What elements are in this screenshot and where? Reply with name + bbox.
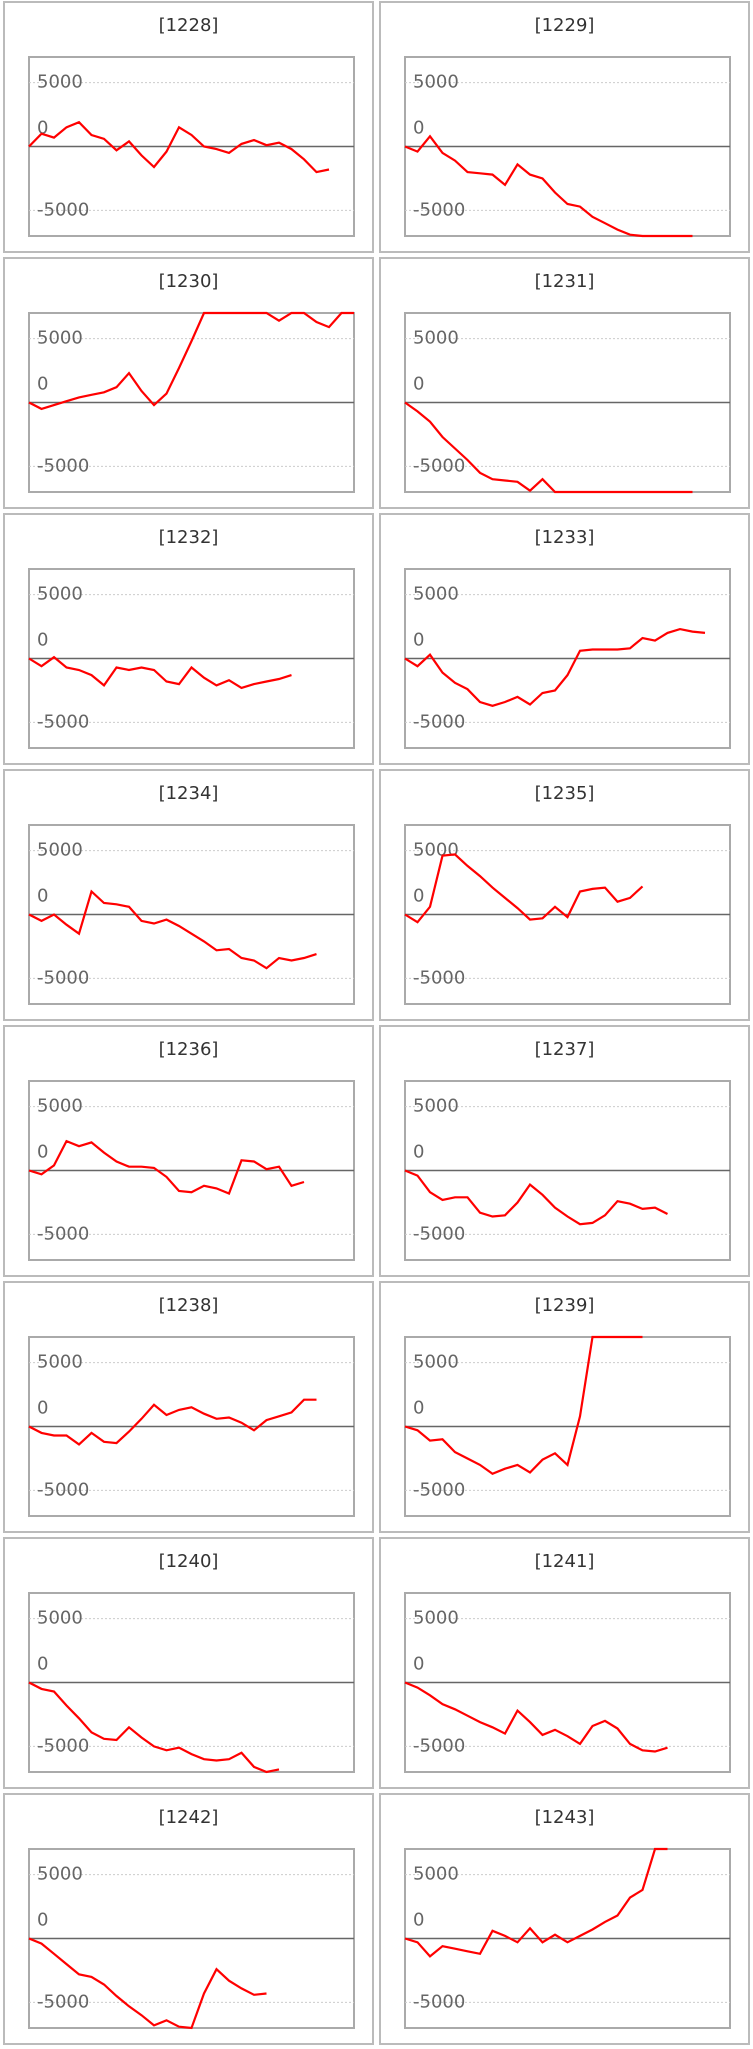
chart-title: [1234]: [159, 783, 219, 804]
y-tick-label: 5000: [413, 1096, 459, 1117]
y-tick-label: 5000: [37, 584, 83, 605]
y-tick-label: 0: [37, 374, 48, 395]
y-tick-label: 0: [37, 118, 48, 139]
y-tick-label: -5000: [37, 1223, 89, 1244]
series-line: [28, 655, 292, 690]
y-tick-label: -5000: [37, 1735, 89, 1756]
y-tick-label: 5000: [413, 328, 459, 349]
y-tick-label: -5000: [37, 711, 89, 732]
series-line: [404, 1847, 668, 1958]
y-tick-label: -5000: [413, 967, 465, 988]
series-line: [404, 1169, 669, 1226]
series-line: [404, 1681, 668, 1753]
chart-title: [1232]: [159, 527, 219, 548]
y-tick-label: 5000: [37, 328, 83, 349]
y-tick-label: 5000: [413, 1864, 459, 1885]
series-line: [28, 1398, 317, 1446]
y-tick-label: 0: [413, 1398, 424, 1419]
series-line: [404, 627, 706, 707]
chart-title: [1228]: [159, 15, 219, 36]
y-tick-label: 5000: [37, 1096, 83, 1117]
chart-title: [1238]: [159, 1295, 219, 1316]
y-tick-label: -5000: [413, 1223, 465, 1244]
y-tick-label: 0: [37, 1398, 48, 1419]
y-tick-label: -5000: [37, 1991, 89, 2012]
chart-title: [1235]: [535, 783, 595, 804]
series-line: [28, 311, 354, 411]
y-tick-label: 5000: [37, 1864, 83, 1885]
chart-title: [1239]: [535, 1295, 595, 1316]
chart-title: [1243]: [535, 1807, 595, 1828]
chart-title: [1237]: [535, 1039, 595, 1060]
y-tick-label: 5000: [413, 840, 459, 861]
y-tick-label: -5000: [413, 711, 465, 732]
y-tick-label: 5000: [37, 1352, 83, 1373]
chart-title: [1233]: [535, 527, 595, 548]
y-tick-label: -5000: [413, 455, 465, 476]
chart-title: [1229]: [535, 15, 595, 36]
y-tick-label: 5000: [37, 840, 83, 861]
series-line: [28, 1681, 280, 1774]
y-tick-label: 0: [37, 1654, 48, 1675]
y-tick-label: 0: [413, 630, 424, 651]
y-tick-label: 0: [413, 1142, 424, 1163]
y-tick-label: 0: [37, 1142, 48, 1163]
y-tick-label: 5000: [37, 72, 83, 93]
series-line: [28, 1937, 267, 2030]
y-tick-label: 5000: [413, 1608, 459, 1629]
chart-title: [1230]: [159, 271, 219, 292]
series-line: [404, 134, 693, 238]
y-tick-label: 5000: [413, 72, 459, 93]
y-tick-label: 0: [413, 374, 424, 395]
chart-title: [1240]: [159, 1551, 219, 1572]
y-tick-label: 0: [413, 886, 424, 907]
series-line: [404, 401, 693, 494]
y-tick-label: -5000: [37, 455, 89, 476]
y-tick-label: -5000: [413, 1735, 465, 1756]
y-tick-label: -5000: [413, 1991, 465, 2012]
y-tick-label: -5000: [37, 1479, 89, 1500]
series-line: [28, 120, 330, 174]
y-tick-label: -5000: [413, 1479, 465, 1500]
y-tick-label: 0: [37, 1910, 48, 1931]
y-tick-label: 0: [413, 118, 424, 139]
chart-title: [1231]: [535, 271, 595, 292]
y-tick-label: 5000: [413, 584, 459, 605]
y-tick-label: 5000: [413, 1352, 459, 1373]
y-tick-label: 0: [37, 886, 48, 907]
y-tick-label: 0: [413, 1654, 424, 1675]
y-tick-label: -5000: [37, 967, 89, 988]
series-line: [404, 853, 644, 924]
y-tick-label: 5000: [37, 1608, 83, 1629]
chart-title: [1242]: [159, 1807, 219, 1828]
chart-title: [1236]: [159, 1039, 219, 1060]
chart-title: [1241]: [535, 1551, 595, 1572]
series-line: [404, 1335, 643, 1476]
y-tick-label: 0: [37, 630, 48, 651]
y-tick-label: 0: [413, 1910, 424, 1931]
y-tick-label: -5000: [413, 199, 465, 220]
y-tick-label: -5000: [37, 199, 89, 220]
series-line: [28, 889, 317, 970]
series-line: [28, 1139, 305, 1195]
